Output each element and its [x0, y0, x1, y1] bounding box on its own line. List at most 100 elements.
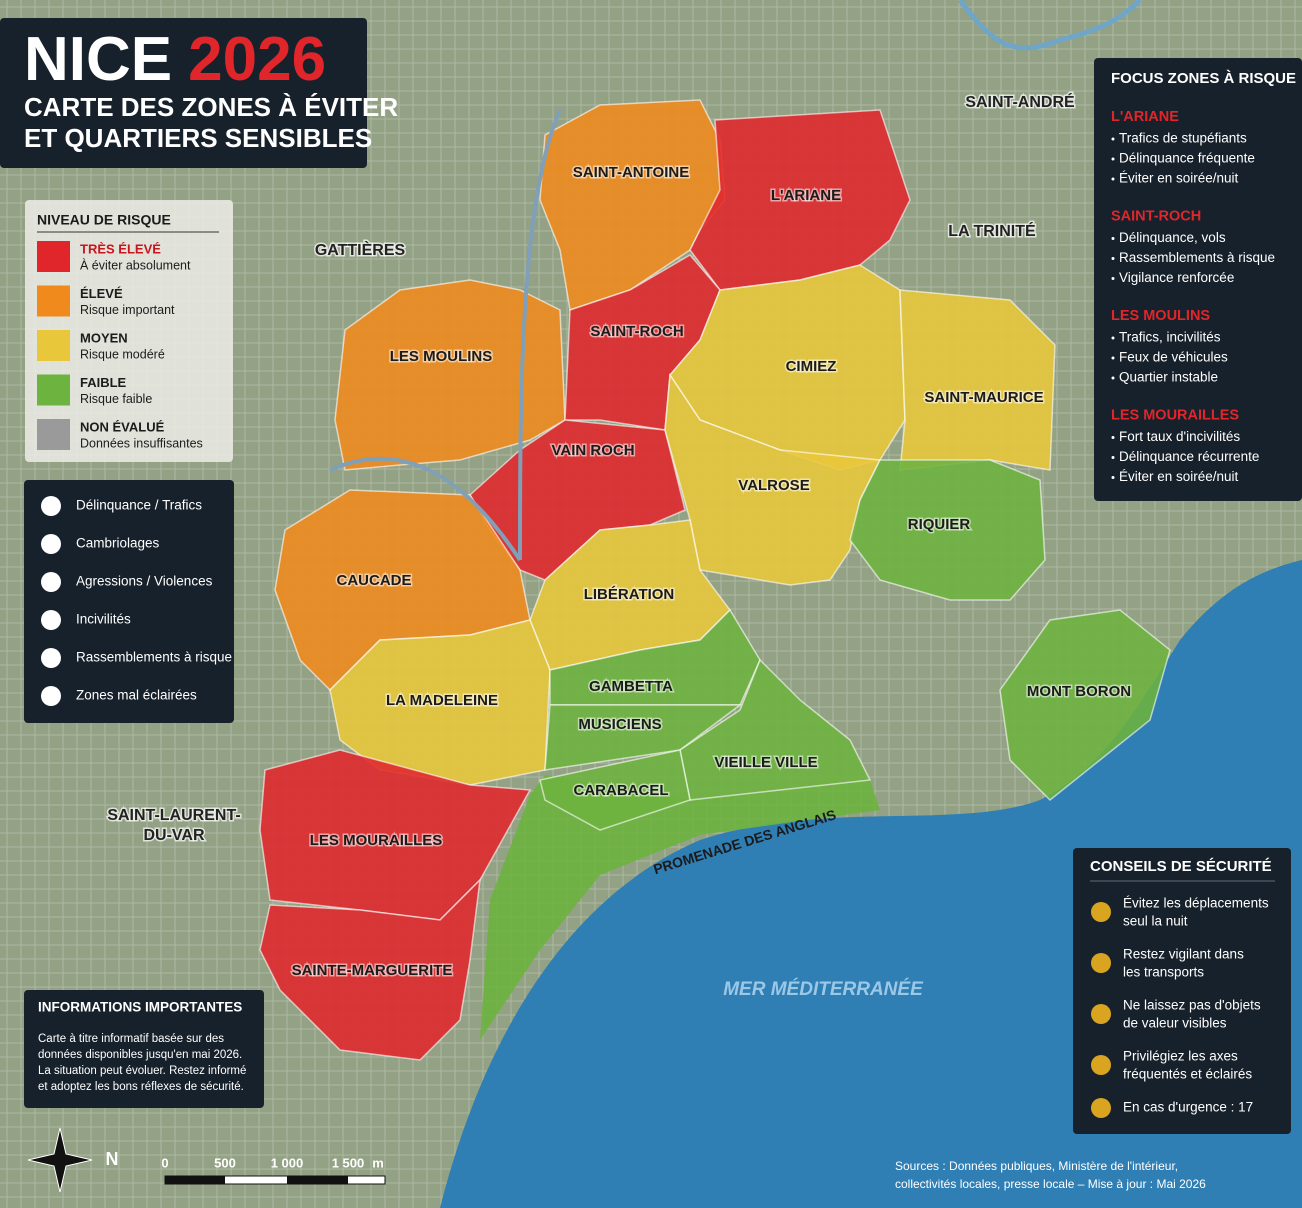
legend-icon [41, 648, 61, 668]
safety-icon [1091, 1098, 1111, 1118]
river-paillon [329, 109, 562, 562]
safety-icon [1091, 902, 1111, 922]
zone-label: VALROSE [738, 477, 809, 494]
zone-area [679, 658, 872, 801]
bullet [1111, 157, 1115, 161]
bullet [1111, 336, 1115, 340]
subtitle: ET QUARTIERS SENSIBLES [24, 123, 372, 153]
title-year: 2026 [188, 25, 326, 94]
compass [27, 1127, 93, 1193]
zone-label: GAMBETTA [589, 678, 673, 695]
focus-item: Éviter en soirée/nuit [1119, 171, 1239, 186]
icon-legend-label: Zones mal éclairées [76, 688, 197, 703]
risk-legend-panel [25, 200, 233, 462]
safety-tip: les transports [1123, 965, 1204, 980]
legend-label: ÉLEVÉ [80, 286, 123, 301]
info-title: INFORMATIONS IMPORTANTES [38, 1000, 242, 1015]
zone-label: LIBÉRATION [584, 586, 675, 603]
safety-tip: Privilégiez les axes [1123, 1049, 1238, 1064]
safety-tip: Restez vigilant dans [1123, 947, 1244, 962]
legend-swatch [37, 374, 70, 406]
legend-icon [41, 572, 61, 592]
scale-segment [165, 1176, 225, 1184]
safety-icon [1091, 1004, 1111, 1024]
place-label: SAINT-LAURENT- [107, 807, 240, 824]
focus-item: Quartier instable [1119, 370, 1218, 385]
legend-icon [41, 496, 61, 516]
zone-label: LA MADELEINE [386, 692, 498, 709]
zone-label: SAINT-MAURICE [924, 389, 1043, 406]
icon-legend-label: Incivilités [76, 612, 131, 627]
legend-description: Risque important [80, 303, 175, 317]
bullet [1111, 137, 1115, 141]
icon-legend-label: Délinquance / Trafics [76, 498, 202, 513]
place-label: DU-VAR [143, 827, 204, 844]
icon-legend-label: Agressions / Violences [76, 574, 213, 589]
sources: collectivités locales, presse locale – M… [895, 1177, 1206, 1191]
legend-label: MOYEN [80, 330, 128, 345]
legend-icon [41, 686, 61, 706]
zone-label: CIMIEZ [786, 358, 837, 375]
zone-area [849, 459, 1046, 601]
zone-area [259, 877, 482, 1061]
place-label: LA TRINITÉ [948, 221, 1036, 240]
zone-label: L'ARIANE [771, 187, 841, 204]
focus-panel [1094, 58, 1302, 501]
sea-label: MER MÉDITERRANÉE [723, 978, 924, 1000]
focus-item: Trafics, incivilités [1119, 330, 1221, 345]
info-line: données disponibles jusqu'en mai 2026. [38, 1049, 242, 1061]
focus-zone: L'ARIANE [1111, 109, 1179, 125]
legend-description: Risque modéré [80, 347, 165, 361]
zone-label: LES MOULINS [390, 348, 493, 365]
zone-label: MUSICIENS [578, 716, 661, 733]
legend-swatch [37, 419, 70, 450]
legend-icon [41, 534, 61, 554]
icon-legend-label: Rassemblements à risque [76, 650, 232, 665]
info-line: Carte à titre informatif basée sur des [38, 1033, 224, 1045]
focus-item: Délinquance, vols [1119, 230, 1226, 245]
bullet [1111, 277, 1115, 280]
zone-label: RIQUIER [908, 516, 971, 533]
legend-label: TRÈS ÉLEVÉ [80, 241, 161, 256]
bullet [1111, 476, 1115, 479]
focus-zone: LES MOURAILLES [1111, 407, 1239, 423]
safety-icon [1091, 953, 1111, 973]
safety-title: CONSEILS DE SÉCURITÉ [1090, 858, 1272, 875]
title-city: NICE [24, 25, 172, 94]
place-label: SAINT-ANDRÉ [965, 92, 1075, 111]
info-panel [24, 990, 264, 1108]
info-line: La situation peut évoluer. Restez inform… [38, 1065, 246, 1077]
zone-label: SAINT-ROCH [590, 323, 683, 340]
legend-swatch [37, 330, 70, 361]
legend-label: FAIBLE [80, 375, 127, 390]
zone-area [664, 372, 882, 586]
safety-tip: de valeur visibles [1123, 1016, 1227, 1031]
compass-label: N [106, 1149, 119, 1169]
zone-area [334, 279, 566, 471]
scale-tick-label: 500 [214, 1155, 236, 1170]
focus-item: Fort taux d'incivilités [1119, 429, 1240, 444]
scale-tick-label: 1 000 [271, 1155, 304, 1170]
place-label: GATTIÈRES [315, 240, 406, 259]
bullet [1111, 436, 1115, 439]
bullet [1111, 456, 1115, 459]
safety-icon [1091, 1055, 1111, 1075]
subtitle: CARTE DES ZONES À ÉVITER [24, 92, 398, 122]
legend-icon [41, 610, 61, 630]
bullet [1111, 356, 1115, 360]
legend-label: NON ÉVALUÉ [80, 419, 165, 434]
scale-segment [287, 1176, 348, 1184]
icon-legend-label: Cambriolages [76, 536, 160, 551]
scale-tick-label: 0 [161, 1155, 168, 1170]
safety-tip: Évitez les déplacements [1123, 896, 1269, 911]
legend-description: Risque faible [80, 392, 152, 406]
focus-item: Rassemblements à risque [1119, 250, 1275, 265]
legend-swatch [37, 285, 70, 317]
focus-item: Feux de véhicules [1119, 350, 1228, 365]
focus-zone: LES MOULINS [1111, 308, 1210, 324]
safety-tip: En cas d'urgence : 17 [1123, 1100, 1253, 1115]
seafront-zone [480, 775, 880, 1040]
legend-description: À éviter absolument [80, 257, 191, 272]
zone-label: SAINT-ANTOINE [573, 164, 689, 181]
